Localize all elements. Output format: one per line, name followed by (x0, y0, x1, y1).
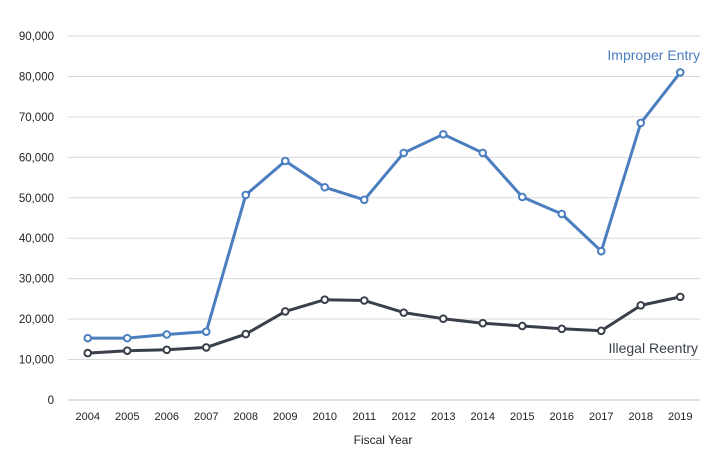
data-point (596, 246, 606, 256)
data-point (280, 156, 290, 166)
y-axis-tick-labels: 0 10,000 20,000 30,000 40,000 50,000 60,000 70,… (19, 31, 54, 407)
x-tick-label: 2018 (629, 411, 653, 423)
y-tick-label: 20,000 (19, 314, 54, 326)
y-tick-label: 30,000 (19, 274, 54, 286)
data-point (438, 314, 448, 324)
data-point (557, 209, 567, 219)
x-tick-label: 2013 (431, 411, 455, 423)
x-tick-label: 2017 (589, 411, 613, 423)
data-point (122, 346, 132, 355)
data-point (359, 296, 369, 305)
data-point (162, 345, 172, 355)
data-point (359, 195, 369, 205)
y-tick-label: 40,000 (19, 233, 54, 245)
series-label-illegal-reentry: Illegal Reentry (609, 340, 699, 356)
data-point (201, 327, 211, 336)
y-tick-label: 90,000 (19, 31, 54, 43)
x-tick-label: 2011 (352, 411, 376, 423)
data-point (675, 292, 685, 302)
x-tick-label: 2016 (550, 411, 574, 423)
data-point (675, 68, 685, 77)
data-point (83, 333, 93, 343)
data-point (320, 182, 330, 192)
x-tick-label: 2015 (510, 411, 534, 423)
data-point (201, 343, 211, 352)
series-line-illegal-reentry (86, 295, 682, 355)
data-point (438, 129, 448, 139)
x-axis-title: Fiscal Year (354, 433, 413, 447)
x-tick-label: 2004 (76, 411, 100, 423)
data-point (399, 148, 409, 158)
y-tick-label: 10,000 (19, 355, 54, 367)
data-point (478, 148, 488, 158)
series-label-improper-entry: Improper Entry (607, 47, 700, 63)
x-tick-label: 2009 (273, 411, 297, 423)
y-tick-label: 50,000 (19, 193, 54, 205)
series-layer (83, 68, 685, 358)
x-tick-label: 2008 (234, 411, 258, 423)
data-point (320, 295, 330, 304)
x-tick-label: 2005 (115, 411, 139, 423)
y-tick-label: 60,000 (19, 152, 54, 164)
data-point (280, 307, 290, 316)
x-tick-label: 2012 (392, 411, 416, 423)
data-point (399, 308, 409, 317)
y-tick-label: 80,000 (19, 71, 54, 83)
x-tick-label: 2007 (194, 411, 218, 423)
data-point (517, 321, 527, 331)
data-point (241, 190, 251, 200)
x-tick-label: 2010 (313, 411, 337, 423)
series-illegal-reentry (83, 292, 685, 358)
y-tick-label: 70,000 (19, 112, 54, 124)
y-tick-label: 0 (48, 395, 54, 407)
data-point (241, 329, 251, 339)
data-point (162, 330, 172, 339)
data-point (557, 324, 567, 334)
x-tick-label: 2006 (155, 411, 179, 423)
gridlines (68, 35, 700, 401)
data-point (122, 333, 132, 343)
x-tick-label: 2014 (471, 411, 495, 423)
data-point (83, 348, 93, 358)
data-point (636, 118, 646, 128)
series-line-improper-entry (86, 70, 682, 340)
data-point (517, 192, 527, 202)
data-point (636, 301, 646, 310)
data-point (596, 326, 606, 336)
x-tick-label: 2019 (668, 411, 692, 423)
data-point (478, 318, 488, 328)
x-axis-tick-labels: 2004 2005 2006 2007 2008 2009 2010 2011 2012 2013… (76, 411, 693, 423)
series-improper-entry (83, 68, 685, 343)
